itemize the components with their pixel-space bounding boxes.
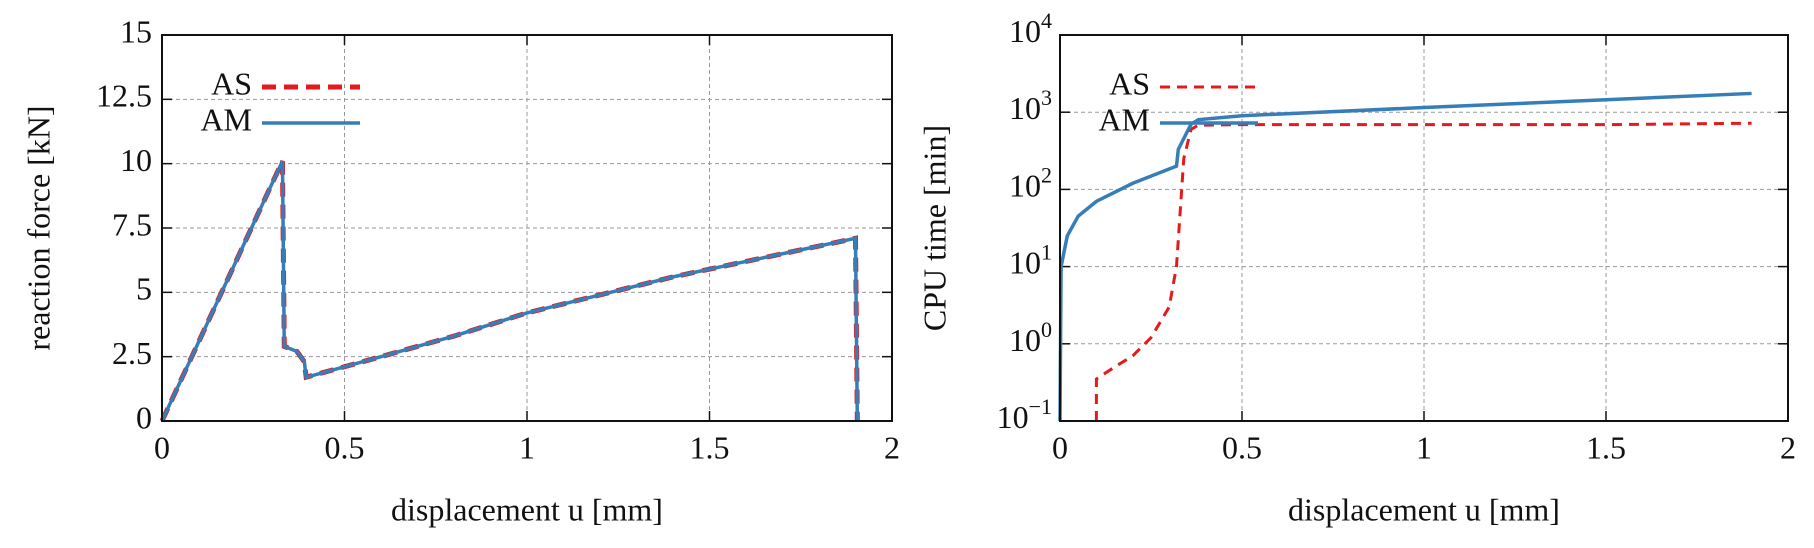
y-tick-exponent: 2 bbox=[1041, 162, 1052, 187]
y-tick-label: 10−1 bbox=[997, 394, 1052, 435]
x-tick-label: 1.5 bbox=[1586, 429, 1626, 465]
legend-label: AM bbox=[1098, 101, 1150, 137]
x-tick-label: 2 bbox=[1780, 429, 1796, 465]
y-tick-base: 10 bbox=[997, 399, 1029, 435]
series-line bbox=[1094, 121, 1752, 421]
y-tick-exponent: 0 bbox=[1041, 317, 1052, 342]
y-tick-label: 10 bbox=[120, 142, 152, 178]
y-tick-label: 2.5 bbox=[112, 335, 152, 371]
legend-label: AS bbox=[1109, 65, 1150, 101]
x-tick-label: 0 bbox=[154, 429, 170, 465]
y-axis-label: CPU time [min] bbox=[916, 125, 952, 331]
y-tick-exponent: 1 bbox=[1041, 240, 1052, 265]
y-tick-label: 0 bbox=[136, 399, 152, 435]
y-tick-base: 10 bbox=[1009, 245, 1041, 281]
y-axis-label: reaction force [kN] bbox=[20, 105, 56, 350]
y-tick-label: 5 bbox=[136, 271, 152, 307]
y-tick-exponent: 4 bbox=[1041, 8, 1052, 33]
x-axis-label: displacement u [mm] bbox=[1288, 491, 1560, 527]
x-tick-label: 1.5 bbox=[690, 429, 730, 465]
plot-frame bbox=[161, 34, 893, 422]
y-tick-label: 7.5 bbox=[112, 206, 152, 242]
y-tick-label: 101 bbox=[1009, 240, 1052, 281]
x-tick-label: 1 bbox=[1416, 429, 1432, 465]
y-tick-label: 12.5 bbox=[96, 78, 152, 114]
y-tick-label: 103 bbox=[1009, 85, 1052, 126]
y-tick-base: 10 bbox=[1009, 168, 1041, 204]
y-tick-base: 10 bbox=[1009, 322, 1041, 358]
plot-frame bbox=[1059, 34, 1789, 422]
y-tick-label: 100 bbox=[1009, 317, 1052, 358]
x-tick-label: 2 bbox=[884, 429, 900, 465]
series-line bbox=[160, 160, 860, 422]
y-tick-label: 15 bbox=[120, 13, 152, 49]
y-tick-base: 10 bbox=[1009, 91, 1041, 127]
x-axis-label: displacement u [mm] bbox=[391, 491, 663, 527]
legend-label: AS bbox=[211, 65, 252, 101]
y-tick-label: 102 bbox=[1009, 162, 1052, 203]
series-line bbox=[1058, 91, 1752, 422]
legend-label: AM bbox=[200, 101, 252, 137]
y-tick-label: 104 bbox=[1009, 8, 1052, 49]
x-tick-label: 1 bbox=[519, 429, 535, 465]
y-tick-exponent: −1 bbox=[1029, 394, 1052, 419]
y-tick-exponent: 3 bbox=[1041, 85, 1052, 110]
x-tick-label: 0.5 bbox=[1222, 429, 1262, 465]
x-tick-label: 0.5 bbox=[325, 429, 365, 465]
y-tick-base: 10 bbox=[1009, 13, 1041, 49]
x-tick-label: 0 bbox=[1052, 429, 1068, 465]
